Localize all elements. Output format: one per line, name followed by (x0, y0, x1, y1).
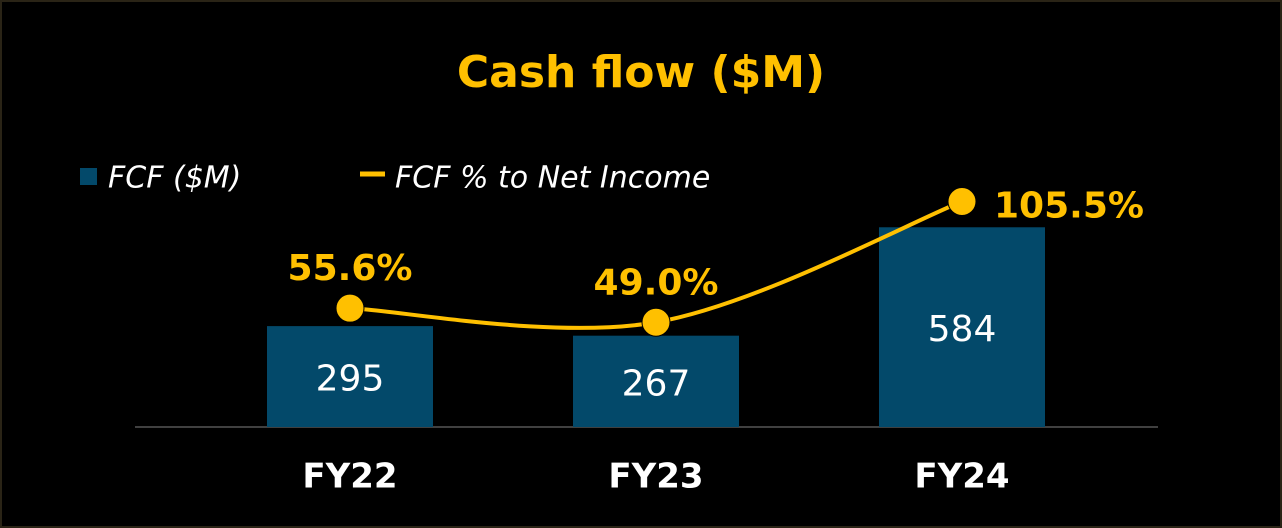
line-value-label: 49.0% (594, 262, 719, 303)
bar (879, 227, 1045, 427)
line-point (641, 307, 671, 337)
legend-label: FCF % to Net Income (395, 161, 710, 196)
line-point (335, 293, 365, 323)
bar-value-label: 584 (928, 309, 997, 350)
bar-value-label: 295 (316, 359, 385, 400)
x-tick-label: FY23 (608, 457, 703, 497)
x-tick-label: FY22 (302, 457, 397, 497)
bar-value-label: 267 (622, 363, 691, 404)
line-point (947, 186, 977, 216)
x-tick-label: FY24 (914, 457, 1009, 497)
legend-swatch (80, 168, 97, 185)
line-value-label: 55.6% (288, 248, 413, 289)
chart-title: Cash flow ($M) (457, 47, 825, 98)
bar (573, 335, 739, 427)
bar (267, 326, 433, 427)
legend-label: FCF ($M) (108, 161, 241, 196)
line-value-label: 105.5% (994, 185, 1144, 226)
